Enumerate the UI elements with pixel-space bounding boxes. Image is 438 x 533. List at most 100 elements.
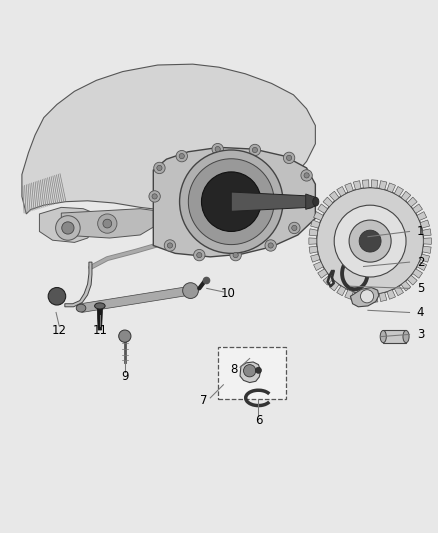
Polygon shape [413, 269, 423, 278]
Polygon shape [362, 294, 369, 302]
Ellipse shape [403, 330, 409, 343]
Polygon shape [353, 181, 361, 190]
Circle shape [289, 222, 300, 233]
Circle shape [157, 165, 162, 171]
Polygon shape [383, 330, 406, 343]
Polygon shape [345, 290, 353, 299]
Polygon shape [407, 197, 417, 207]
Circle shape [179, 154, 184, 159]
Circle shape [197, 253, 202, 258]
Ellipse shape [76, 304, 86, 312]
Ellipse shape [313, 197, 319, 206]
Polygon shape [379, 293, 387, 302]
Circle shape [103, 219, 112, 228]
Polygon shape [240, 362, 261, 383]
Circle shape [98, 214, 117, 233]
Circle shape [252, 147, 258, 152]
Polygon shape [309, 229, 318, 236]
Text: 5: 5 [417, 282, 424, 295]
Polygon shape [61, 209, 153, 238]
Polygon shape [39, 207, 96, 243]
Polygon shape [153, 147, 315, 257]
Circle shape [244, 365, 256, 377]
Circle shape [48, 287, 66, 305]
Polygon shape [401, 191, 411, 201]
Circle shape [230, 249, 241, 261]
Polygon shape [362, 180, 369, 188]
Circle shape [349, 220, 391, 262]
Polygon shape [54, 297, 60, 304]
Polygon shape [413, 204, 423, 213]
Circle shape [301, 169, 312, 181]
Circle shape [306, 200, 311, 206]
Circle shape [201, 172, 261, 231]
Circle shape [188, 159, 274, 245]
FancyBboxPatch shape [218, 347, 286, 399]
Polygon shape [314, 212, 323, 221]
Circle shape [255, 367, 261, 374]
Text: 10: 10 [220, 287, 235, 300]
Circle shape [194, 249, 205, 261]
Polygon shape [309, 238, 317, 244]
Polygon shape [394, 286, 403, 296]
Polygon shape [329, 191, 339, 201]
Polygon shape [329, 281, 339, 291]
Polygon shape [371, 294, 378, 302]
Circle shape [183, 282, 198, 298]
Circle shape [56, 216, 80, 240]
Text: 8: 8 [231, 363, 238, 376]
Polygon shape [417, 262, 427, 271]
Polygon shape [420, 254, 430, 262]
Circle shape [167, 243, 173, 248]
Circle shape [176, 150, 187, 162]
Circle shape [233, 253, 238, 258]
Polygon shape [306, 194, 316, 209]
Text: 1: 1 [417, 225, 424, 238]
Polygon shape [350, 287, 379, 307]
Polygon shape [323, 197, 333, 207]
Text: 6: 6 [254, 414, 262, 427]
Circle shape [149, 191, 160, 202]
Circle shape [334, 205, 406, 277]
Circle shape [152, 194, 157, 199]
Polygon shape [318, 269, 328, 278]
Polygon shape [407, 276, 417, 285]
Polygon shape [314, 262, 323, 271]
Polygon shape [387, 290, 396, 299]
Circle shape [292, 225, 297, 231]
Polygon shape [311, 220, 320, 228]
Text: 11: 11 [92, 324, 107, 336]
Polygon shape [420, 220, 430, 228]
Polygon shape [423, 229, 431, 236]
Polygon shape [22, 64, 315, 214]
Polygon shape [231, 192, 308, 211]
Polygon shape [80, 286, 191, 312]
Polygon shape [318, 204, 328, 213]
Circle shape [154, 162, 165, 174]
Text: 12: 12 [52, 324, 67, 336]
Circle shape [359, 230, 381, 252]
Polygon shape [394, 187, 403, 196]
Circle shape [164, 240, 176, 251]
Circle shape [304, 173, 309, 178]
Polygon shape [97, 309, 102, 330]
Polygon shape [379, 181, 387, 190]
Polygon shape [311, 254, 320, 262]
Text: 9: 9 [121, 370, 129, 383]
Circle shape [265, 240, 276, 251]
Circle shape [286, 155, 292, 160]
Circle shape [215, 147, 220, 152]
Circle shape [212, 143, 223, 155]
Ellipse shape [380, 330, 386, 343]
Polygon shape [345, 183, 353, 192]
Circle shape [180, 150, 283, 253]
Polygon shape [371, 180, 378, 188]
Polygon shape [337, 286, 346, 296]
Circle shape [62, 222, 74, 234]
Ellipse shape [95, 303, 105, 309]
Text: 7: 7 [200, 393, 208, 407]
Text: 2: 2 [417, 256, 424, 269]
Polygon shape [387, 183, 396, 192]
Polygon shape [65, 262, 92, 307]
Circle shape [119, 330, 131, 342]
